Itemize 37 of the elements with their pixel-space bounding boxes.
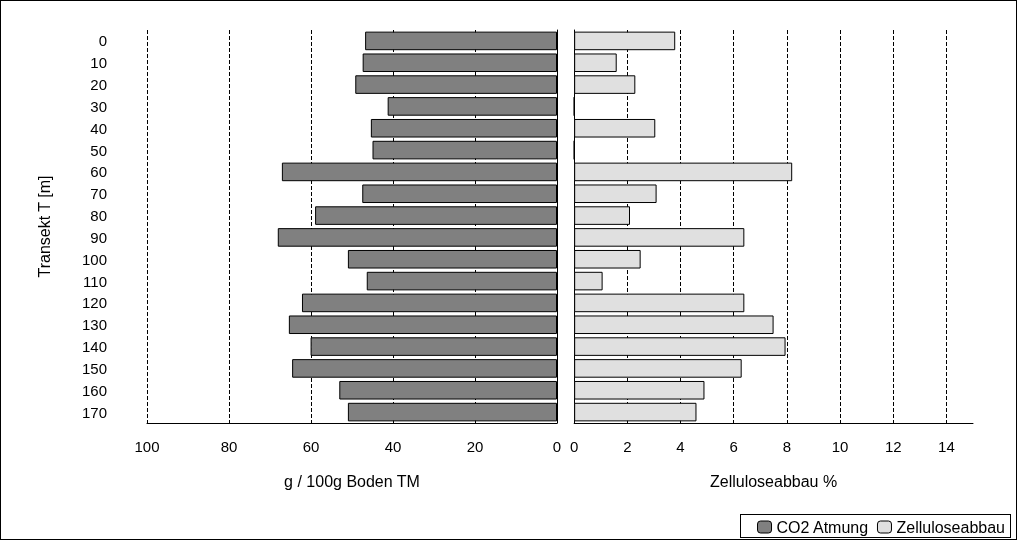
x-tick-label: 0 xyxy=(552,438,562,455)
legend-label: CO2 Atmung xyxy=(776,518,869,536)
y-tick-label: 80 xyxy=(90,207,107,225)
x-tick-label: 60 xyxy=(302,438,320,455)
x-tick-label: 100 xyxy=(134,438,160,455)
x-tick-label: 40 xyxy=(384,438,402,455)
y-tick-label: 50 xyxy=(90,141,107,159)
x-tick-label: 6 xyxy=(729,438,738,455)
y-tick-label: 40 xyxy=(90,119,107,137)
y-tick-label: 110 xyxy=(83,272,107,290)
x-tick-label: 8 xyxy=(782,438,792,455)
y-tick-label: 140 xyxy=(81,338,107,356)
y-tick-label: 20 xyxy=(90,76,107,94)
y-tick-label: 30 xyxy=(90,97,107,115)
x-tick-label: 12 xyxy=(884,438,902,455)
x-tick-label: 14 xyxy=(938,438,955,455)
x-tick-label: 80 xyxy=(220,438,238,455)
y-tick-label: 70 xyxy=(90,185,107,203)
y-tick-label: 160 xyxy=(81,381,107,399)
y-tick-label: 10 xyxy=(90,54,107,72)
x-axis-title: Zelluloseabbau % xyxy=(709,472,838,490)
y-tick-label: 60 xyxy=(90,163,107,181)
x-tick-label: 10 xyxy=(831,438,849,455)
x-tick-label: 4 xyxy=(676,438,685,455)
y-tick-label: 90 xyxy=(90,228,107,246)
y-tick-label: 130 xyxy=(81,316,107,334)
y-tick-label: 150 xyxy=(81,359,107,377)
y-tick-label: 100 xyxy=(81,250,107,268)
x-tick-label: 0 xyxy=(570,438,579,455)
y-axis-title: Transekt T [m] xyxy=(35,175,53,278)
legend-label: Zelluloseabbau xyxy=(896,518,1006,536)
y-tick-label: 120 xyxy=(81,294,107,312)
x-tick-label: 2 xyxy=(623,438,632,455)
x-tick-label: 20 xyxy=(466,438,484,455)
y-tick-label: 0 xyxy=(98,32,107,50)
x-axis-title: g / 100g Boden TM xyxy=(284,472,420,490)
y-tick-label: 170 xyxy=(81,403,107,421)
